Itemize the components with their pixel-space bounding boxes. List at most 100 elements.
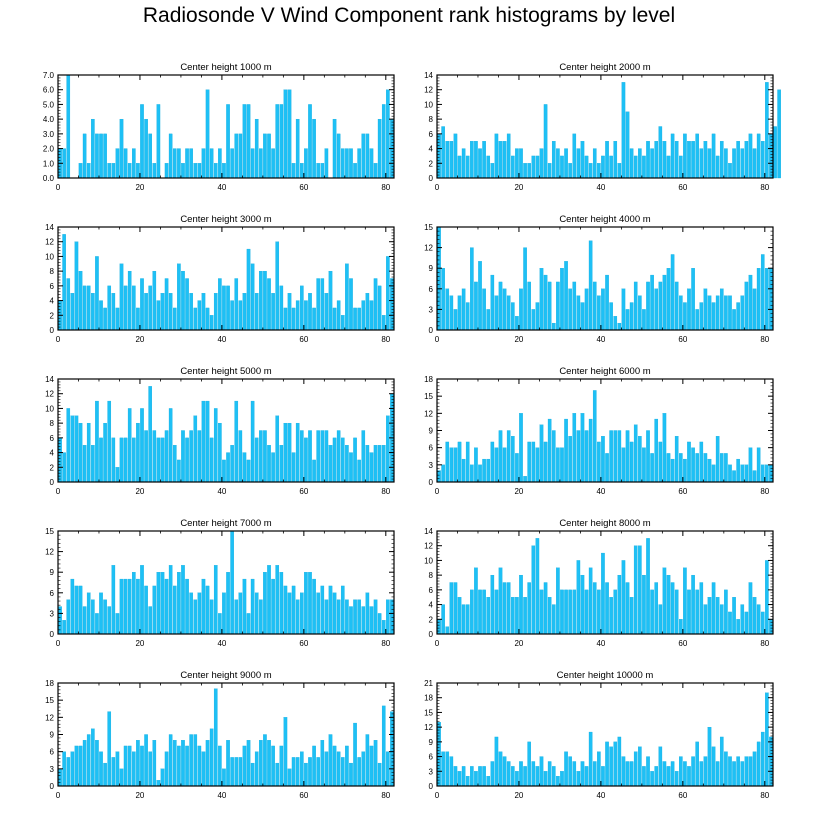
histogram-bar xyxy=(576,771,581,787)
histogram-bar xyxy=(687,288,691,331)
histogram-bar xyxy=(103,762,107,787)
histogram-bar xyxy=(515,771,519,787)
histogram-bar xyxy=(683,133,687,179)
histogram-bar xyxy=(494,295,499,331)
histogram-bar xyxy=(535,447,540,483)
histogram-bar xyxy=(86,734,91,787)
histogram-bar xyxy=(349,452,353,483)
histogram-bar xyxy=(724,589,728,635)
y-tick-label: 6 xyxy=(429,285,434,294)
histogram-bar xyxy=(551,604,556,635)
histogram-bar xyxy=(568,288,572,331)
histogram-bar xyxy=(588,240,593,331)
histogram-bar xyxy=(377,118,382,179)
histogram-bar xyxy=(246,613,251,635)
histogram-bar xyxy=(263,572,267,635)
histogram-bar xyxy=(744,756,749,787)
histogram-bar xyxy=(765,268,769,331)
histogram-bar xyxy=(711,133,716,179)
histogram-bar xyxy=(584,766,589,787)
histogram-bar xyxy=(86,422,91,483)
histogram-bar xyxy=(629,302,634,331)
histogram-bar xyxy=(381,104,386,179)
histogram-bar xyxy=(353,163,357,179)
histogram-bar xyxy=(474,771,478,787)
histogram-bar xyxy=(506,295,511,331)
histogram-bar xyxy=(679,155,683,179)
histogram-bar xyxy=(99,751,103,787)
y-tick-label: 12 xyxy=(424,723,433,732)
y-tick-label: 4 xyxy=(50,449,55,458)
histogram-bar xyxy=(625,761,630,787)
histogram-bar xyxy=(658,441,663,483)
histogram-bar xyxy=(506,582,511,635)
panel-title: Center height 10000 m xyxy=(557,670,654,681)
histogram-bar xyxy=(707,726,712,787)
histogram-bar xyxy=(506,133,511,179)
histogram-bar xyxy=(494,447,499,483)
histogram-bar xyxy=(736,302,740,331)
histogram-bar xyxy=(478,464,482,483)
x-tick-label: 60 xyxy=(299,791,308,800)
histogram-bar xyxy=(99,437,103,483)
histogram-bar xyxy=(193,415,198,483)
histogram-bar xyxy=(740,761,745,787)
histogram-bar xyxy=(498,141,503,179)
histogram-bar xyxy=(486,597,491,635)
histogram-bar xyxy=(646,281,650,331)
histogram-bar xyxy=(267,445,271,483)
histogram-bar xyxy=(449,447,454,483)
histogram-bar xyxy=(621,560,626,635)
histogram-bar xyxy=(478,148,482,179)
histogram-bar xyxy=(592,582,597,635)
histogram-bar xyxy=(769,464,773,483)
histogram-bar xyxy=(336,430,341,483)
histogram-bar xyxy=(300,751,304,787)
histogram-bar xyxy=(226,572,230,635)
y-tick-label: 4 xyxy=(429,145,434,154)
histogram-bar xyxy=(597,589,601,635)
histogram-bar xyxy=(551,141,556,179)
histogram-bar xyxy=(271,148,275,179)
x-tick-label: 80 xyxy=(381,183,390,192)
histogram-bar xyxy=(250,263,255,331)
histogram-bar xyxy=(369,745,374,787)
histogram-bar xyxy=(390,711,394,787)
histogram-bar xyxy=(666,453,671,483)
histogram-bar xyxy=(291,163,296,179)
histogram-bar xyxy=(539,148,544,179)
histogram-bar xyxy=(519,148,523,179)
histogram-bar xyxy=(148,751,153,787)
plot-frame xyxy=(436,682,774,787)
histogram-bar xyxy=(336,599,341,635)
x-tick-label: 0 xyxy=(56,335,61,344)
histogram-bar xyxy=(629,761,634,787)
x-tick-label: 60 xyxy=(678,791,687,800)
histogram-bar xyxy=(490,274,495,331)
histogram-bar xyxy=(349,278,353,331)
histogram-bar xyxy=(132,148,136,179)
histogram-bar xyxy=(572,281,577,331)
histogram-bar xyxy=(320,585,325,635)
histogram-bar xyxy=(185,745,189,787)
histogram-bar xyxy=(707,597,712,635)
histogram-bar xyxy=(213,163,218,179)
histogram-bar xyxy=(765,692,769,787)
y-tick-label: 0 xyxy=(50,478,55,487)
histogram-bar xyxy=(218,278,222,331)
x-tick-label: 40 xyxy=(217,639,226,648)
x-tick-label: 40 xyxy=(596,639,605,648)
histogram-bar xyxy=(164,578,169,635)
histogram-bar xyxy=(193,734,198,787)
histogram-bar xyxy=(193,307,198,331)
histogram-bar xyxy=(127,578,132,635)
x-tick-label: 60 xyxy=(299,183,308,192)
histogram-bar xyxy=(111,565,116,635)
histogram-bar xyxy=(336,300,341,331)
histogram-bar xyxy=(197,745,202,787)
histogram-bar xyxy=(238,300,243,331)
x-tick-label: 0 xyxy=(435,335,440,344)
histogram-bar xyxy=(584,430,589,483)
y-tick-label: 9 xyxy=(50,568,55,577)
x-tick-label: 20 xyxy=(135,639,144,648)
